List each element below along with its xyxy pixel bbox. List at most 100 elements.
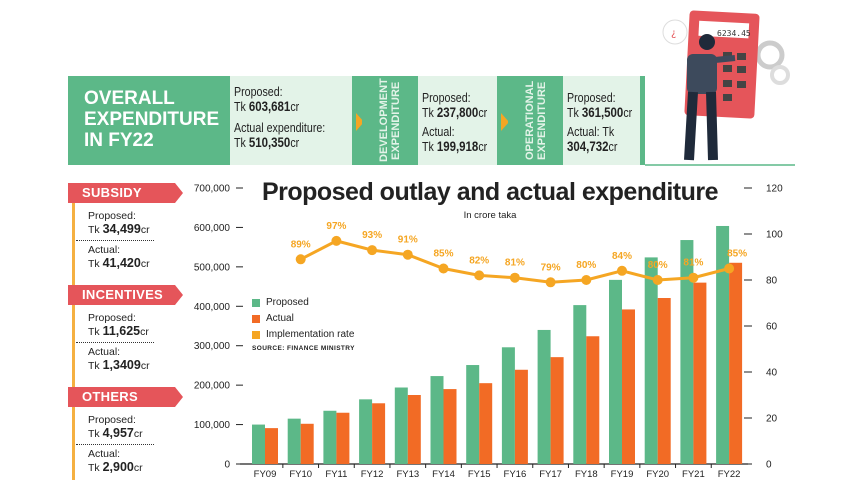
implementation-rate-point (617, 265, 627, 276)
bar-proposed (430, 376, 444, 464)
x-axis-label: FY10 (289, 469, 312, 480)
bar-proposed (287, 418, 301, 464)
implementation-rate-label: 85% (727, 249, 747, 260)
arrow-icon (501, 113, 509, 131)
implementation-rate-label: 80% (648, 260, 668, 271)
overall-proposed-label: Proposed: (234, 84, 283, 99)
left-axis-label: 200,000 (194, 381, 231, 392)
bar-proposed (394, 387, 408, 464)
subsidy-ribbon: SUBSIDY (68, 183, 183, 203)
bar-proposed (573, 305, 587, 464)
arrow-icon (356, 113, 364, 131)
right-axis-label: 60 (766, 322, 778, 333)
implementation-rate-label: 89% (291, 239, 311, 250)
left-axis-label: 700,000 (194, 184, 231, 195)
left-axis-label: 300,000 (194, 341, 231, 352)
incentives-proposed: Proposed: Tk 11,625cr (88, 312, 149, 338)
bar-actual (336, 412, 350, 464)
bar-proposed (609, 279, 622, 464)
implementation-rate-point (688, 272, 699, 283)
x-axis-label: FY18 (575, 469, 598, 480)
implementation-rate-point (331, 235, 342, 246)
right-axis-label: 40 (766, 368, 778, 379)
development-proposed-label: Proposed: (422, 90, 471, 105)
x-axis-label: FY21 (682, 469, 705, 480)
gear-icon (770, 65, 790, 85)
development-actual-label: Actual: (422, 124, 455, 139)
x-axis-label: FY13 (396, 469, 419, 480)
implementation-rate-label: 93% (362, 230, 382, 241)
implementation-rate-point (438, 263, 449, 274)
bar-proposed (501, 347, 515, 464)
subsidy-proposed: Proposed: Tk 34,499cr (88, 210, 150, 236)
chart-source: SOURCE: FINANCE MINISTRY (252, 345, 355, 352)
bar-actual (693, 282, 707, 464)
implementation-rate-point (367, 245, 378, 256)
implementation-rate-label: 97% (326, 221, 346, 232)
left-axis-label: 600,000 (194, 223, 231, 234)
bar-actual (586, 336, 600, 464)
bar-actual (622, 309, 635, 464)
implementation-rate-point (652, 275, 663, 285)
implementation-rate-label: 80% (576, 260, 596, 271)
x-axis-label: FY14 (432, 469, 455, 480)
overall-proposed-value: Tk 603,681cr (234, 98, 300, 115)
divider (76, 240, 154, 241)
legend-proposed: Proposed (252, 297, 309, 308)
bar-proposed (323, 410, 337, 464)
x-axis-label: FY20 (646, 469, 669, 480)
development-proposed-value: Tk 237,800cr (422, 104, 488, 121)
chart-subtitle: In crore taka (463, 210, 517, 221)
operational-proposed-label: Proposed: (567, 90, 616, 105)
left-axis-label: 100,000 (194, 420, 231, 431)
implementation-rate-point (402, 249, 413, 260)
development-actual-value: Tk 199,918cr (422, 138, 488, 155)
overall-actual-value: Tk 510,350cr (234, 134, 300, 151)
left-axis-label: 500,000 (194, 262, 231, 273)
right-axis-label: 80 (766, 276, 778, 287)
implementation-rate-point (581, 275, 592, 285)
implementation-rate-point (295, 254, 306, 265)
x-axis-label: FY19 (611, 469, 634, 480)
left-axis-label: 0 (224, 460, 230, 471)
legend-swatch (252, 298, 260, 307)
left-axis-label: 400,000 (194, 302, 231, 313)
operational-panel: Proposed: Tk 361,500cr Actual: Tk 304,73… (563, 76, 640, 165)
subsidy-actual: Actual: Tk 41,420cr (88, 244, 150, 270)
incentives-actual: Actual: Tk 1,3409cr (88, 346, 150, 372)
implementation-rate-label: 81% (683, 258, 703, 269)
bar-proposed (252, 424, 265, 464)
operational-actual-label: Actual: Tk (567, 124, 615, 139)
implementation-rate-point (545, 277, 556, 288)
x-axis-label: FY22 (718, 469, 741, 480)
right-axis-label: 20 (766, 414, 778, 425)
bar-proposed (644, 257, 658, 464)
calculator-illustration: ¿ 6234.45 (645, 10, 795, 166)
operational-proposed-value: Tk 361,500cr (567, 104, 633, 121)
legend-swatch (252, 314, 260, 323)
overall-panel: Proposed: Tk 603,681cr Actual expenditur… (230, 76, 352, 165)
legend-implementation-rate: Implementation rate (252, 329, 354, 340)
x-axis-label: FY12 (361, 469, 384, 480)
bar-proposed (716, 225, 730, 464)
right-axis-label: 100 (766, 230, 783, 241)
bar-actual (300, 423, 314, 464)
calculator-display: 6234.45 (717, 29, 751, 38)
development-panel: Proposed: Tk 237,800cr Actual: Tk 199,91… (418, 76, 497, 165)
legend-actual: Actual (252, 313, 294, 324)
x-axis-label: FY09 (254, 469, 277, 480)
bar-actual (407, 395, 421, 464)
x-axis-label: FY11 (325, 469, 347, 480)
x-axis-label: FY15 (468, 469, 491, 480)
bar-actual (372, 403, 386, 464)
chart-title: Proposed outlay and actual expenditure (261, 178, 719, 206)
bar-proposed (680, 240, 694, 464)
bar-actual (443, 389, 457, 464)
x-axis-label: FY16 (504, 469, 527, 480)
banner-title: OVERALL EXPENDITURE IN FY22 (68, 76, 230, 165)
right-axis-label: 0 (766, 460, 772, 471)
implementation-rate-label: 81% (505, 258, 525, 269)
divider (76, 342, 154, 343)
implementation-rate-point (474, 270, 485, 281)
